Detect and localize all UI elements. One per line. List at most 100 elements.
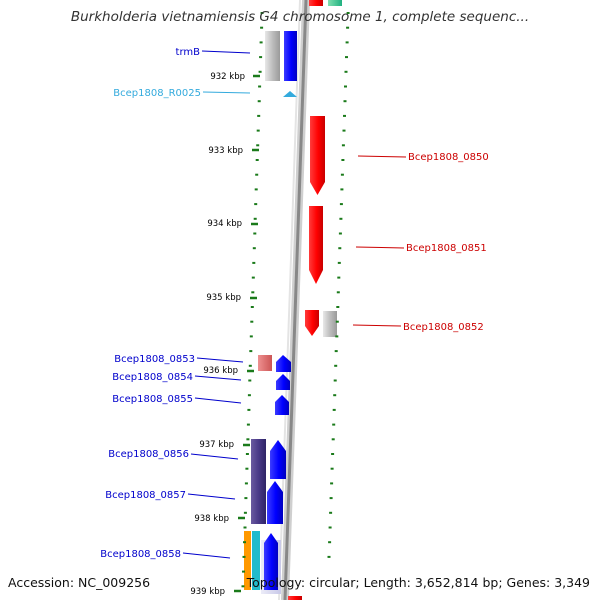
tick-dot xyxy=(255,159,259,161)
gene-label-bcep1808-0858[interactable]: Bcep1808_0858 xyxy=(100,549,181,560)
tick-dot xyxy=(250,320,254,323)
tick-dot xyxy=(328,541,332,544)
tick-dot xyxy=(258,70,262,73)
gene-label-bcep1808-0851[interactable]: Bcep1808_0851 xyxy=(406,243,487,254)
tick-dot xyxy=(328,526,332,529)
gene-bcep1808-0855-feature[interactable] xyxy=(275,395,289,415)
tick-dot xyxy=(342,129,346,132)
tick-dot xyxy=(331,453,335,455)
gene-bcep1808-0856-feature[interactable] xyxy=(270,440,286,479)
scale-label: 933 kbp xyxy=(208,146,243,156)
scale-label: 937 kbp xyxy=(199,440,234,450)
tick-dot xyxy=(246,438,250,441)
tick-dot xyxy=(346,26,350,29)
tick-dot xyxy=(256,144,260,147)
gene-bcep1808-0858-feature[interactable] xyxy=(264,533,278,590)
tick-dot xyxy=(333,379,337,382)
gene-label-bcep1808-0854[interactable]: Bcep1808_0854 xyxy=(112,372,193,383)
tick-dot xyxy=(337,276,341,279)
tick-dot xyxy=(341,159,345,161)
tick-dot xyxy=(334,350,338,353)
tick-dot xyxy=(253,217,257,220)
tick-dot xyxy=(244,482,248,485)
tick-dot xyxy=(249,335,253,338)
gene-bcep1808-0856-purple-feature[interactable] xyxy=(251,439,266,524)
tick-dot xyxy=(333,394,337,397)
tick-dot xyxy=(330,482,334,485)
tick-dot xyxy=(339,203,343,206)
right-gene-labels: Bcep1808_0850 Bcep1808_0851 Bcep1808_085… xyxy=(352,152,489,333)
tick-dot xyxy=(346,12,350,14)
tick-dot xyxy=(331,438,335,441)
gene-label-bcep1808-0852[interactable]: Bcep1808_0852 xyxy=(403,322,484,333)
gene-label-bcep1808-0855[interactable]: Bcep1808_0855 xyxy=(112,394,193,405)
leader-line xyxy=(202,91,251,94)
gene-bcep1808-0857-feature[interactable] xyxy=(267,481,283,524)
tick-dot xyxy=(248,364,252,367)
gene-feature-top-green[interactable] xyxy=(328,0,342,6)
right-dotted-ticks xyxy=(327,12,350,558)
scale-label: 938 kbp xyxy=(194,514,229,524)
leader-line xyxy=(182,552,231,559)
gene-bcep1808-0851-feature[interactable] xyxy=(309,206,323,284)
tick-dot xyxy=(254,188,258,191)
gene-label-trmb[interactable]: trmB xyxy=(176,47,201,58)
sequence-summary: Topology: circular; Length: 3,652,814 bp… xyxy=(246,575,590,590)
gene-feature-top-red[interactable] xyxy=(309,0,323,6)
gene-trmb-feature[interactable] xyxy=(284,31,297,81)
tick-dot xyxy=(253,232,257,235)
gene-bcep1808-0854-feature[interactable] xyxy=(276,374,290,390)
tick-dot xyxy=(257,100,261,103)
leader-line xyxy=(187,493,236,500)
tick-dot xyxy=(243,526,247,529)
gene-gray-feature-right[interactable] xyxy=(323,311,337,337)
tick-dot xyxy=(335,320,339,323)
tick-dot xyxy=(334,364,338,367)
tick-dot xyxy=(344,85,347,88)
gene-feature-bottom-red[interactable] xyxy=(288,596,302,600)
tick-dot xyxy=(338,232,342,235)
tick-dot xyxy=(243,541,246,544)
gene-label-bcep1808-0857[interactable]: Bcep1808_0857 xyxy=(105,490,186,501)
leader-line xyxy=(352,324,402,327)
gene-label-bcep1808-r0025[interactable]: Bcep1808_R0025 xyxy=(113,88,201,99)
gene-orange-feature[interactable] xyxy=(244,531,251,590)
tick-dot xyxy=(345,56,348,59)
tick-dot xyxy=(260,26,264,29)
tick-dot xyxy=(241,585,245,588)
tick-dot xyxy=(336,306,340,308)
gene-cyan-feature[interactable] xyxy=(252,531,260,590)
tick-dot xyxy=(327,555,331,558)
gene-bcep1808-0853-feature[interactable] xyxy=(276,355,291,372)
tick-dot xyxy=(329,497,333,500)
gene-bcep1808-0853-pink-feature[interactable] xyxy=(258,355,272,371)
tick-dot xyxy=(246,423,250,426)
tick-dot xyxy=(252,247,256,250)
tick-dot xyxy=(257,114,261,117)
tick-dot xyxy=(244,497,248,500)
scale-axis: 932 kbp 933 kbp 934 kbp 935 kbp 936 kbp … xyxy=(190,72,260,597)
tick-dot xyxy=(332,408,336,411)
tick-dot xyxy=(255,173,259,176)
leader-line xyxy=(355,246,405,249)
tick-dot xyxy=(339,217,343,220)
tick-dot xyxy=(245,453,249,455)
leader-line xyxy=(201,50,251,54)
leader-line xyxy=(190,453,239,460)
left-gene-labels: trmB Bcep1808_R0025 Bcep1808_0853 Bcep18… xyxy=(100,47,251,560)
tick-dot xyxy=(345,41,349,44)
gene-label-bcep1808-0853[interactable]: Bcep1808_0853 xyxy=(114,354,195,365)
scale-label: 934 kbp xyxy=(207,219,242,229)
leader-line xyxy=(196,357,244,363)
gene-bcep1808-r0025-feature[interactable] xyxy=(283,91,297,97)
gene-label-bcep1808-0850[interactable]: Bcep1808_0850 xyxy=(408,152,489,163)
gene-bcep1808-0852-feature[interactable] xyxy=(305,310,319,336)
tick-dot xyxy=(258,85,262,88)
tick-dot xyxy=(245,467,249,470)
gene-label-bcep1808-0856[interactable]: Bcep1808_0856 xyxy=(108,449,189,460)
tick-dot xyxy=(260,12,264,14)
gene-trmb-gray-feature[interactable] xyxy=(265,31,280,81)
gene-bcep1808-0850-feature[interactable] xyxy=(310,116,325,195)
tick-dot xyxy=(254,203,258,206)
scale-label: 932 kbp xyxy=(210,72,245,82)
